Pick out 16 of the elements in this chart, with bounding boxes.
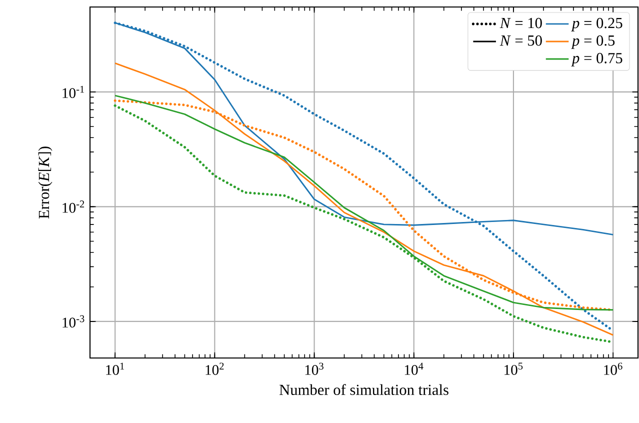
y-tick-label: 10$^{-3}$ (62, 315, 84, 328)
legend-label: N = 50 (500, 35, 542, 46)
x-tick-label: 10$^{5}$ (504, 362, 523, 375)
y-tick-label: 10$^{-1}$ (62, 86, 84, 98)
legend-label: N = 10 (500, 18, 542, 28)
x-tick-label: 10$^{6}$ (604, 362, 622, 375)
y-axis-title: Error(E[K]) (38, 146, 52, 219)
y-tick-label: 10$^{-2}$ (62, 200, 84, 213)
x-tick-label: 10$^{1}$ (106, 362, 124, 375)
legend-label: p = 0.75 (571, 52, 622, 66)
legend-label: p = 0.5 (571, 35, 615, 49)
x-axis-title: Number of simulation trials (279, 384, 448, 396)
legend-label: p = 0.25 (571, 18, 622, 32)
x-tick-label: 10$^{4}$ (404, 362, 424, 375)
x-tick-label: 10$^{2}$ (206, 362, 224, 375)
x-tick-label: 10$^{3}$ (305, 362, 324, 375)
